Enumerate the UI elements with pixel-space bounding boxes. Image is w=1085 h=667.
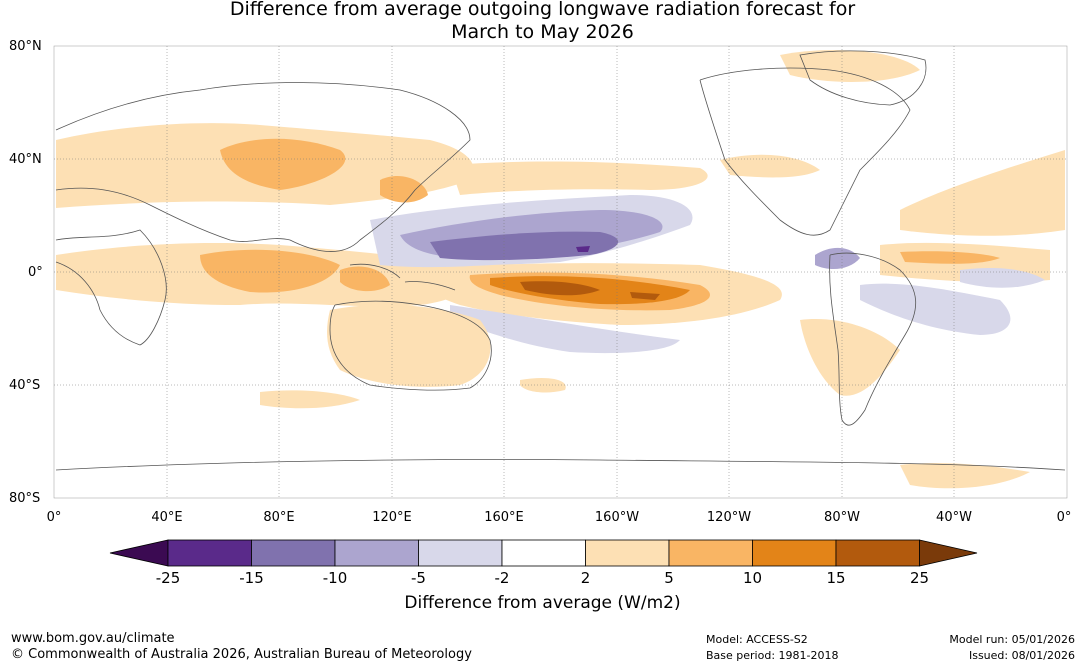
colorbar: [109, 539, 978, 567]
wpac-negative-min: [576, 246, 590, 252]
southern-ocean-positive-3: [900, 462, 1030, 489]
colorbar-label: -5: [411, 569, 426, 587]
indonesia-coast: [349, 263, 456, 291]
wpac-negative-core: [430, 231, 619, 261]
colorbar-label: 5: [664, 569, 674, 587]
samerica-coast: [829, 252, 917, 426]
namerica-coast: [699, 67, 911, 236]
colorbar-segment-3: [334, 539, 419, 567]
asia-positive-core: [220, 138, 346, 190]
chart-title: Difference from average outgoing longwav…: [0, 0, 1085, 44]
samerica-positive: [800, 319, 900, 396]
natlantic-positive: [900, 150, 1065, 236]
colorbar-segment-9: [835, 539, 920, 567]
lat-label-40s: 40°S: [9, 378, 41, 393]
colorbar-triangle-high: [919, 539, 978, 567]
lon-label-0: 0°: [46, 510, 62, 525]
colorbar-label: 15: [826, 569, 846, 587]
npac-positive: [450, 161, 708, 195]
lat-label-80s: 80°S: [9, 491, 41, 506]
lon-label-40e: 40°E: [151, 510, 183, 525]
africa-coast: [55, 229, 167, 346]
footer-model: Model: ACCESS-S2: [706, 633, 808, 646]
colorbar-segment-7: [668, 539, 753, 567]
colorbar-label: -15: [239, 569, 264, 587]
cpac-positive-core: [520, 281, 600, 296]
anomaly-shading: [56, 50, 1065, 489]
eurasia-coast: [55, 82, 471, 252]
southern-ocean-positive-2: [520, 378, 566, 393]
gridlines: [54, 46, 1067, 498]
footer-base-period: Base period: 1981-2018: [706, 649, 839, 662]
australia-positive: [327, 304, 491, 387]
colorbar-triangle-low: [109, 539, 169, 567]
greenland-positive: [780, 50, 920, 82]
lon-label-80w: 80°W: [824, 510, 860, 525]
colorbar-label: 25: [909, 569, 930, 587]
footer-issued: Issued: 08/01/2026: [968, 649, 1075, 662]
lon-label-160e: 160°E: [484, 510, 524, 525]
greenland-coast: [799, 50, 927, 106]
colorbar-segment-8: [752, 539, 837, 567]
namerica-positive: [720, 154, 820, 178]
colorbar-label: -10: [322, 569, 348, 587]
lat-label-80n: 80°N: [9, 39, 42, 54]
colorbar-label: 10: [742, 569, 763, 587]
colorbar-label: -2: [494, 569, 510, 587]
cpac-positive-core-2: [630, 292, 660, 300]
spac-negative: [450, 305, 680, 354]
colorbar-segment-1: [167, 539, 252, 567]
colorbar-segment-4: [418, 539, 503, 567]
colorbar-title: Difference from average (W/m2): [404, 593, 681, 613]
title-line-1: Difference from average outgoing longwav…: [229, 0, 856, 20]
coastlines: [55, 50, 1066, 471]
footer-model-run: Model run: 05/01/2026: [949, 633, 1075, 646]
colorbar-segment-6: [585, 539, 670, 567]
footer-copyright: © Commonwealth of Australia 2026, Austra…: [11, 647, 472, 662]
footer-url[interactable]: www.bom.gov.au/climate: [11, 631, 175, 646]
china-positive: [380, 175, 428, 203]
colorbar-label: -25: [155, 569, 181, 587]
lon-label-0-end: 0°: [1056, 510, 1072, 525]
lon-label-80e: 80°E: [263, 510, 295, 525]
lon-label-40w: 40°W: [936, 510, 972, 525]
lon-label-120e: 120°E: [372, 510, 412, 525]
maritime-core: [340, 266, 390, 292]
southern-ocean-positive-1: [260, 390, 360, 409]
samerica-negative: [860, 283, 1011, 335]
lat-label-40n: 40°N: [9, 152, 42, 167]
lon-label-120w: 120°W: [706, 510, 752, 525]
lat-label-eq: 0°: [28, 265, 43, 280]
title-line-2: March to May 2026: [451, 21, 634, 43]
satlantic-negative: [960, 268, 1045, 288]
colorbar-segment-2: [251, 539, 336, 567]
lon-label-160w: 160°W: [594, 510, 640, 525]
australia-coast: [329, 300, 492, 391]
indian-ocean-core: [200, 249, 340, 293]
colorbar-label: 2: [580, 569, 591, 587]
tropical-atlantic-core: [900, 251, 1000, 264]
antarctica-coast: [55, 459, 1066, 471]
colorbar-segment-5: [501, 539, 586, 567]
